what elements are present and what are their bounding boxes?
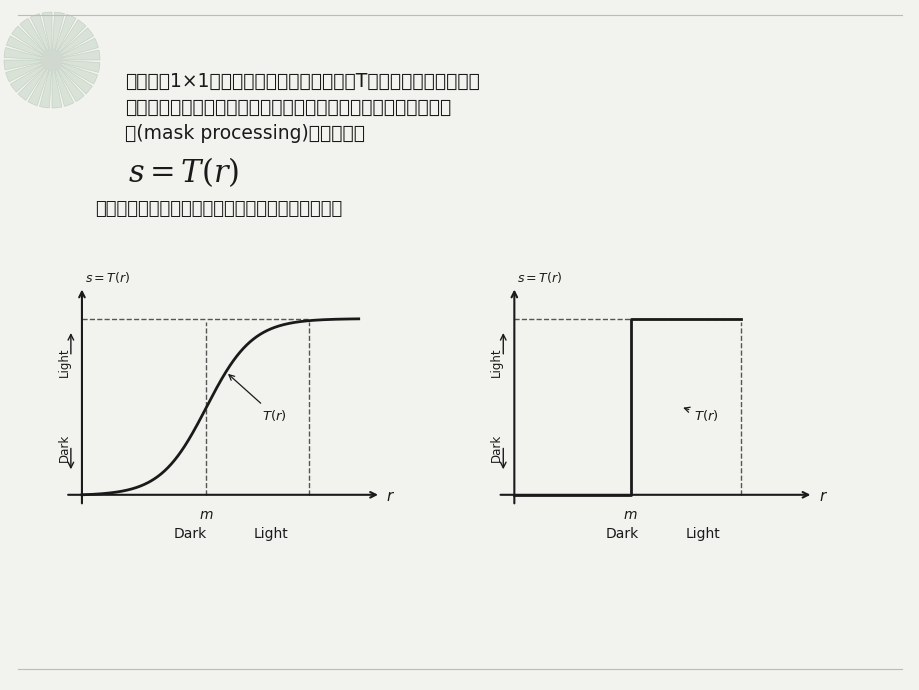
Wedge shape: [10, 65, 44, 92]
Wedge shape: [61, 38, 98, 57]
Text: $s = T(r)$: $s = T(r)$: [128, 155, 239, 189]
Wedge shape: [18, 67, 47, 100]
Text: $s = T(r)$: $s = T(r)$: [85, 270, 130, 285]
Wedge shape: [30, 14, 50, 51]
Wedge shape: [6, 63, 43, 82]
Wedge shape: [20, 19, 47, 52]
Wedge shape: [52, 12, 64, 50]
Wedge shape: [61, 63, 97, 84]
Wedge shape: [6, 36, 43, 57]
Text: $s = T(r)$: $s = T(r)$: [516, 270, 562, 285]
Circle shape: [42, 50, 62, 70]
Text: 当领域为1×1，即只包含当前象素自己时，T成为灰度级变换函数，: 当领域为1×1，即只包含当前象素自己时，T成为灰度级变换函数，: [125, 72, 480, 91]
Wedge shape: [52, 70, 62, 108]
Wedge shape: [54, 69, 74, 106]
Wedge shape: [40, 70, 51, 108]
Wedge shape: [12, 26, 45, 55]
Wedge shape: [55, 14, 76, 51]
Wedge shape: [42, 12, 52, 50]
Wedge shape: [28, 69, 49, 106]
Text: Light: Light: [57, 348, 71, 377]
Wedge shape: [57, 20, 85, 53]
Text: 此时的处理成为点处理。当更大的邻域被考虑时，往往成为掩码处: 此时的处理成为点处理。当更大的邻域被考虑时，往往成为掩码处: [125, 98, 450, 117]
Text: $m$: $m$: [623, 508, 637, 522]
Wedge shape: [4, 60, 42, 70]
Text: 两个常用的灰度级变换函数：对照度拉伸和阈值函数: 两个常用的灰度级变换函数：对照度拉伸和阈值函数: [95, 200, 342, 218]
Text: Light: Light: [489, 348, 503, 377]
Wedge shape: [59, 66, 92, 94]
Wedge shape: [60, 28, 94, 55]
Text: Dark: Dark: [605, 527, 638, 541]
Wedge shape: [57, 68, 84, 101]
Text: Light: Light: [686, 527, 720, 541]
Wedge shape: [62, 50, 100, 60]
Text: Dark: Dark: [489, 433, 503, 462]
Text: $T(r)$: $T(r)$: [684, 407, 718, 423]
Text: Light: Light: [254, 527, 288, 541]
Text: $m$: $m$: [199, 508, 213, 522]
Text: $T(r)$: $T(r)$: [229, 375, 286, 423]
Text: $r$: $r$: [386, 489, 395, 504]
Text: Dark: Dark: [173, 527, 206, 541]
Wedge shape: [4, 48, 42, 59]
Text: 理(mask processing)或者滤波。: 理(mask processing)或者滤波。: [125, 124, 365, 143]
Text: $r$: $r$: [818, 489, 827, 504]
Wedge shape: [62, 61, 100, 72]
Text: Dark: Dark: [57, 433, 71, 462]
